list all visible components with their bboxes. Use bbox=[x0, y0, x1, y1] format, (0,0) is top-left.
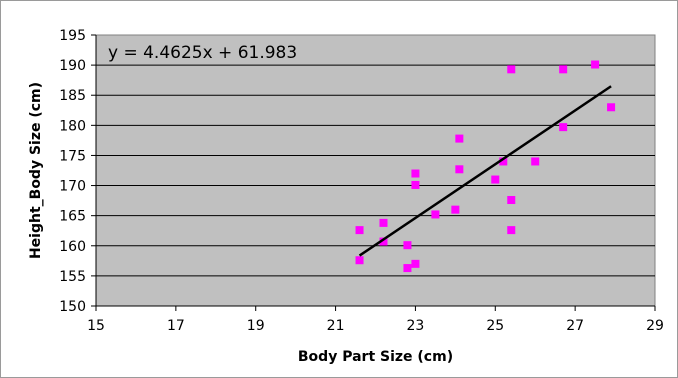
data-point bbox=[455, 165, 464, 174]
plot-area bbox=[95, 34, 656, 307]
x-tick-label: 25 bbox=[486, 318, 504, 334]
data-point bbox=[559, 123, 568, 132]
y-tick-label: 195 bbox=[59, 28, 86, 44]
data-point bbox=[507, 226, 516, 235]
data-point bbox=[559, 65, 568, 74]
y-tick-label: 150 bbox=[59, 299, 86, 315]
trendline-equation: y = 4.4625x + 61.983 bbox=[108, 43, 297, 63]
data-point bbox=[355, 226, 364, 235]
data-point bbox=[507, 65, 516, 74]
data-point bbox=[455, 134, 464, 143]
x-tick-label: 21 bbox=[327, 318, 345, 334]
y-tick-label: 185 bbox=[59, 88, 86, 104]
y-tick-label: 160 bbox=[59, 239, 86, 255]
y-tick-label: 180 bbox=[59, 118, 86, 134]
y-tick-label: 175 bbox=[59, 148, 86, 164]
data-points bbox=[355, 60, 616, 273]
data-point bbox=[591, 60, 600, 69]
data-point bbox=[403, 241, 412, 250]
data-point bbox=[607, 103, 616, 112]
data-point bbox=[499, 157, 508, 166]
data-point bbox=[379, 218, 388, 227]
data-point bbox=[507, 196, 516, 205]
y-tick-label: 165 bbox=[59, 209, 86, 225]
x-axis-title: Body Part Size (cm) bbox=[298, 349, 453, 365]
x-tick-label: 19 bbox=[247, 318, 265, 334]
y-tick-label: 155 bbox=[59, 269, 86, 285]
x-axis-tick-labels: 15 17 19 21 23 25 27 29 bbox=[87, 318, 664, 334]
data-point bbox=[431, 210, 440, 219]
x-tick-label: 15 bbox=[87, 318, 105, 334]
x-tick-label: 17 bbox=[167, 318, 185, 334]
y-tick-label: 170 bbox=[59, 179, 86, 195]
data-point bbox=[403, 264, 412, 273]
data-point bbox=[411, 169, 420, 178]
y-axis-tick-labels: 150 155 160 165 170 175 180 185 190 195 bbox=[59, 28, 86, 315]
data-point bbox=[379, 237, 388, 246]
data-point bbox=[491, 175, 500, 184]
y-tick-label: 190 bbox=[59, 58, 86, 74]
x-tick-label: 29 bbox=[646, 318, 664, 334]
data-point bbox=[411, 259, 420, 268]
x-tick-label: 23 bbox=[407, 318, 425, 334]
y-axis-title: Height_Body Size (cm) bbox=[28, 82, 44, 259]
x-tick-label: 27 bbox=[566, 318, 584, 334]
axis-ticks bbox=[91, 34, 656, 311]
data-point bbox=[531, 157, 540, 166]
data-point bbox=[355, 256, 364, 265]
data-point bbox=[411, 180, 420, 189]
trendline bbox=[358, 85, 612, 257]
data-point bbox=[451, 205, 460, 214]
